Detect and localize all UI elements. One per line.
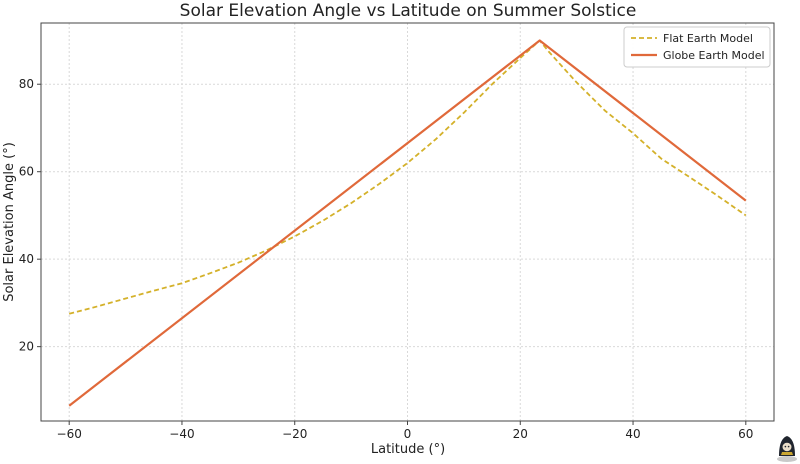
x-tick-label: 40 <box>625 427 640 441</box>
x-tick-label: −40 <box>169 427 194 441</box>
series-group <box>68 39 747 407</box>
y-tick-label: 20 <box>19 340 34 354</box>
series-line-globe-earth <box>68 39 747 407</box>
legend: Flat Earth Model Globe Earth Model <box>623 26 771 68</box>
x-tick-label: 0 <box>404 427 412 441</box>
y-tick-label: 80 <box>19 77 34 91</box>
x-axis-title: Latitude (°) <box>371 442 445 457</box>
x-tick-label: 60 <box>738 427 753 441</box>
y-tick-label: 40 <box>19 252 34 266</box>
x-axis: −60 −40 −20 0 20 40 60 <box>57 421 753 441</box>
x-tick-label: −60 <box>57 427 82 441</box>
x-tick-label: −20 <box>282 427 307 441</box>
y-axis: 20 40 60 80 <box>19 77 41 354</box>
plot-area <box>40 22 775 422</box>
hooded-figure-icon <box>777 436 797 462</box>
series-line-flat-earth <box>68 39 747 315</box>
x-tick-label: 20 <box>513 427 528 441</box>
legend-label-flat-earth: Flat Earth Model <box>663 32 753 45</box>
y-tick-label: 60 <box>19 165 34 179</box>
y-axis-title: Solar Elevation Angle (°) <box>2 142 17 302</box>
legend-label-globe-earth: Globe Earth Model <box>663 49 765 62</box>
chart-title: Solar Elevation Angle vs Latitude on Sum… <box>180 1 637 21</box>
legend-box <box>623 26 771 68</box>
grid-lines <box>41 23 774 421</box>
